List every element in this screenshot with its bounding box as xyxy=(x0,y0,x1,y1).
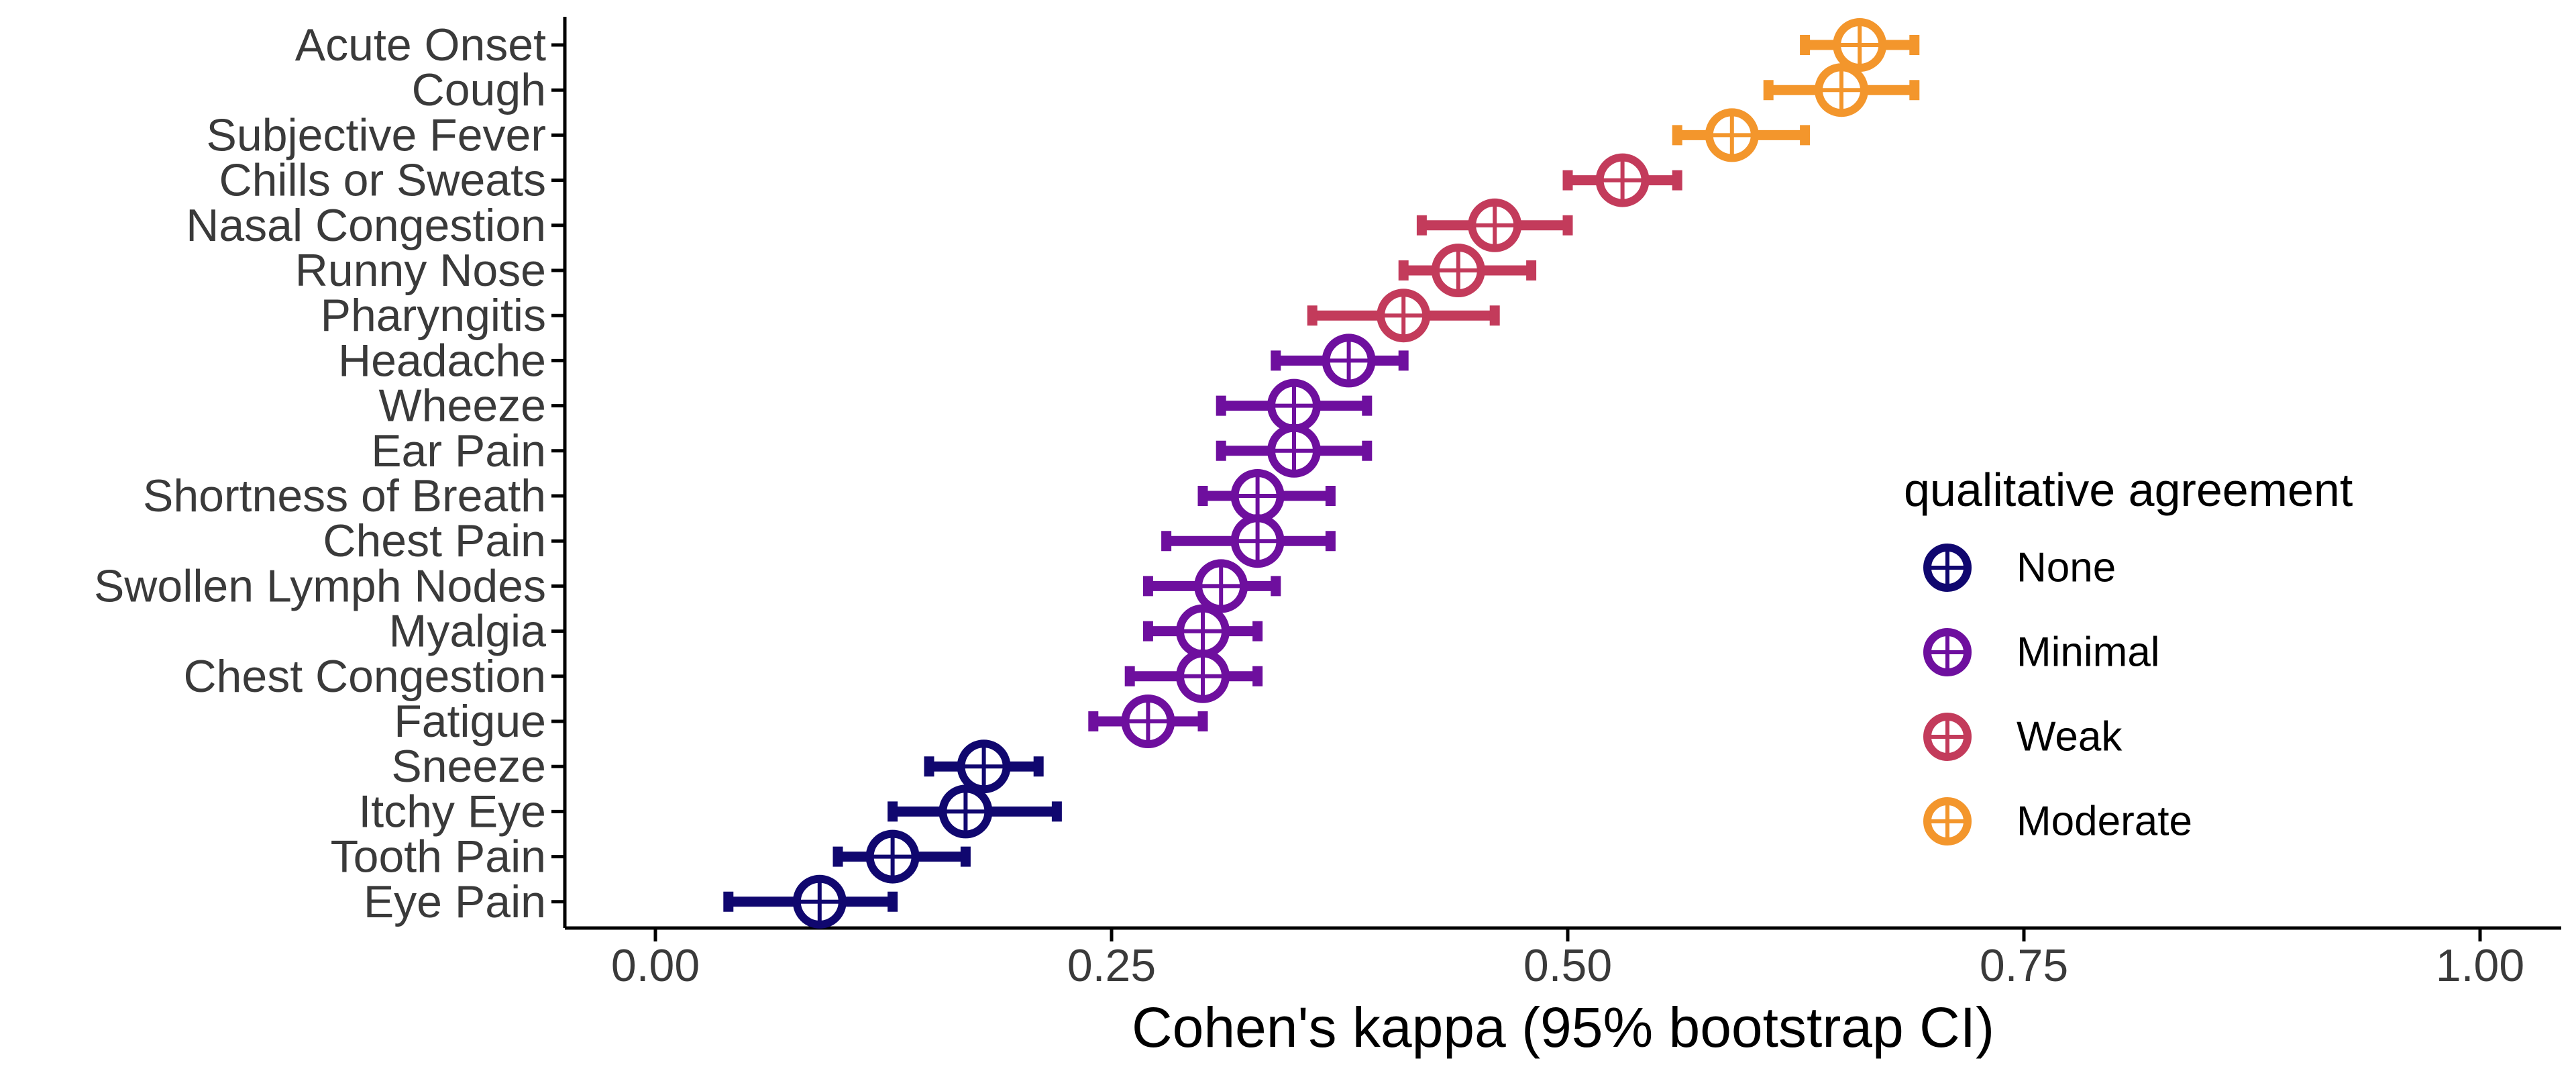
legend-key xyxy=(1923,797,1972,845)
data-point xyxy=(1230,514,1285,568)
y-tick-label: Shortness of Breath xyxy=(143,470,546,521)
y-tick-label: Acute Onset xyxy=(295,19,546,70)
data-point xyxy=(1468,198,1522,252)
y-tick-label: Nasal Congestion xyxy=(186,200,546,251)
y-tick-label: Headache xyxy=(338,335,546,386)
y-tick-label: Runny Nose xyxy=(295,245,546,296)
legend-label: Moderate xyxy=(2017,799,2192,845)
y-tick-label: Chest Pain xyxy=(323,515,546,566)
data-point xyxy=(1121,695,1175,748)
y-tick-label: Chills or Sweats xyxy=(219,155,547,206)
y-tick-label: Eye Pain xyxy=(364,876,546,927)
x-tick-label: 0.50 xyxy=(1523,940,1612,991)
y-tick-label: Fatigue xyxy=(394,696,546,747)
x-tick-label: 0.25 xyxy=(1067,940,1156,991)
legend-key xyxy=(1923,713,1972,761)
data-point xyxy=(1176,604,1230,658)
legend-key xyxy=(1923,628,1972,676)
y-tick-label: Ear Pain xyxy=(371,425,546,476)
data-point xyxy=(1176,649,1230,703)
legend-label: Weak xyxy=(2017,714,2123,760)
point-layer xyxy=(792,18,1887,929)
data-point xyxy=(1833,18,1887,72)
data-point xyxy=(1230,469,1285,523)
x-tick-label: 0.00 xyxy=(611,940,700,991)
y-tick-label: Cough xyxy=(412,64,546,115)
x-tick-layer: 0.00 0.25 0.50 0.75 1.00 xyxy=(611,928,2524,991)
data-point xyxy=(1322,334,1376,388)
legend: qualitative agreement None Minimal Weak Mod… xyxy=(1904,464,2353,845)
y-tick-label: Wheeze xyxy=(379,380,546,431)
data-point xyxy=(1431,244,1485,297)
y-tick-label: Myalgia xyxy=(389,606,546,657)
y-tick-label: Tooth Pain xyxy=(331,831,546,882)
legend-key xyxy=(1923,544,1972,592)
x-tick-label: 0.75 xyxy=(1980,940,2068,991)
x-axis-title: Cohen's kappa (95% bootstrap CI) xyxy=(1132,996,1994,1059)
data-point xyxy=(865,829,920,884)
data-point xyxy=(957,739,1011,794)
data-point xyxy=(1705,108,1759,162)
data-point xyxy=(1194,559,1248,613)
data-point xyxy=(792,874,847,929)
data-point xyxy=(1595,153,1650,207)
legend-label: Minimal xyxy=(2017,629,2160,676)
errorbar-layer xyxy=(723,35,1920,912)
y-tick-label: Swollen Lymph Nodes xyxy=(94,560,546,611)
y-tick-label: Chest Congestion xyxy=(183,651,546,702)
legend-label: None xyxy=(2017,545,2116,591)
data-point xyxy=(938,784,993,839)
x-tick-label: 1.00 xyxy=(2436,940,2524,991)
data-point xyxy=(1267,423,1321,478)
y-tick-label: Itchy Eye xyxy=(358,786,546,837)
axes-layer xyxy=(563,17,2561,930)
data-point xyxy=(1267,378,1321,433)
data-point xyxy=(1815,63,1868,117)
data-point xyxy=(1377,289,1431,343)
y-tick-label: Subjective Fever xyxy=(207,109,546,160)
legend-title: qualitative agreement xyxy=(1904,464,2353,516)
y-tick-label: Sneeze xyxy=(391,741,546,792)
y-tick-label: Pharyngitis xyxy=(321,290,546,341)
